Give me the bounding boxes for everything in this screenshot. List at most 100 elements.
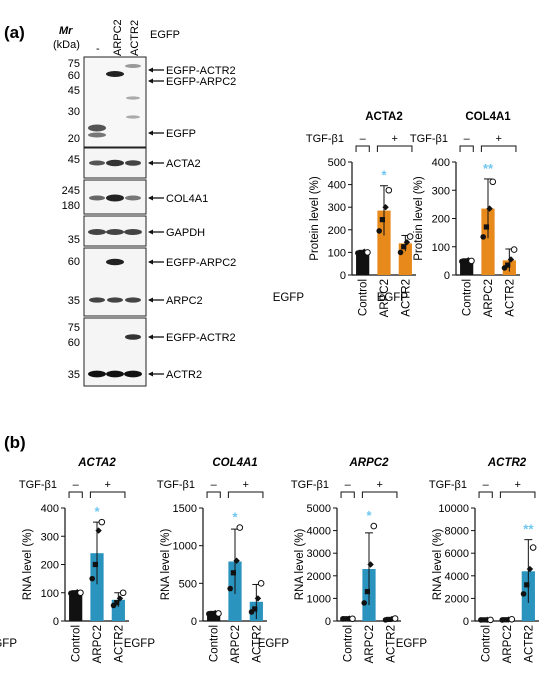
data-point — [487, 616, 494, 624]
band-label: COL4A1 — [166, 193, 208, 205]
y-tick-label: 0 — [53, 616, 59, 628]
mw-markers: 75 60 45 30 20 45 245 180 35 60 35 75 60… — [62, 58, 80, 381]
blot-band — [125, 334, 141, 340]
data-point — [406, 233, 414, 240]
data-point — [385, 186, 393, 194]
treatment-minus: – — [483, 479, 490, 491]
blot-band — [106, 229, 124, 235]
lane-label-actr2: ACTR2 — [129, 20, 141, 56]
band-arrow-head — [148, 229, 153, 235]
data-point — [114, 600, 120, 606]
egfp-label: EGFP — [258, 638, 290, 650]
y-tick-label: 300 — [41, 531, 59, 543]
chart-4: ARPC2 TGF-β1 – +0 1000 2000 3000 4000 5000 RNA le… — [258, 457, 401, 663]
blot-band — [125, 160, 141, 166]
treatment-label: TGF-β1 — [291, 479, 329, 491]
category-label: Control — [481, 625, 493, 662]
y-tick-label: 6000 — [445, 548, 469, 560]
mw-marker: 245 — [62, 185, 80, 197]
western-blot — [83, 56, 147, 387]
data-point — [382, 204, 389, 211]
band-arrow-head — [148, 160, 153, 166]
treatment-plus: + — [514, 479, 520, 491]
egfp-label: EGFP — [396, 638, 428, 650]
mw-marker: 60 — [68, 70, 80, 82]
category-label: ACTR2 — [400, 279, 412, 317]
blot-band — [126, 115, 140, 119]
mw-marker: 60 — [68, 337, 80, 349]
treatment-bracket — [89, 491, 126, 498]
category-label: ACTR2 — [251, 625, 263, 663]
y-tick-label: 200 — [328, 225, 346, 237]
data-point — [349, 615, 356, 623]
y-tick-label: 100 — [328, 247, 346, 259]
treatment-bracket — [459, 145, 474, 152]
treatment-plus: + — [104, 479, 110, 491]
data-point — [367, 561, 374, 568]
treatment-plus: + — [391, 133, 397, 145]
y-tick-label: 500 — [179, 578, 197, 590]
band-arrow-head — [148, 259, 153, 265]
kda-label: (kDa) — [53, 39, 80, 51]
treatment-bracket — [340, 491, 355, 498]
bar — [90, 553, 104, 621]
y-tick-label: 200 — [41, 560, 59, 572]
category-label: Control — [462, 279, 474, 316]
data-point — [116, 595, 124, 602]
y-tick-label: 300 — [432, 185, 450, 197]
category-label: Control — [71, 625, 83, 662]
band-arrow-head — [148, 334, 153, 340]
significance-marker: * — [94, 504, 100, 519]
treatment-bracket — [376, 145, 413, 152]
chart-0: ACTA2 TGF-β1 – +0 100 200 300 400 500 Protein lev… — [273, 111, 416, 317]
data-point — [215, 610, 222, 617]
mw-marker: 35 — [68, 369, 80, 381]
band-label: ARPC2 — [166, 295, 203, 307]
treatment-plus: + — [242, 479, 248, 491]
data-point — [529, 544, 537, 551]
y-tick-label: 100 — [432, 242, 450, 254]
data-point — [358, 249, 364, 255]
blot-band — [88, 132, 106, 138]
mw-marker: 180 — [62, 200, 80, 212]
treatment-bracket — [355, 145, 370, 152]
category-label: ARPC2 — [364, 625, 376, 663]
significance-marker: * — [232, 510, 238, 525]
mw-marker: 60 — [68, 256, 80, 268]
band-arrow-head — [148, 130, 153, 136]
blot-band — [89, 297, 105, 303]
data-point — [508, 616, 516, 623]
category-label: ARPC2 — [379, 279, 391, 317]
y-axis-label: RNA level (%) — [432, 529, 444, 601]
blot-band — [106, 159, 124, 167]
blot-strip — [83, 247, 147, 317]
data-point — [252, 606, 258, 612]
chart-title: ACTA2 — [365, 111, 402, 123]
category-label: ACTR2 — [504, 279, 516, 317]
data-point — [71, 590, 77, 596]
data-point — [507, 256, 515, 263]
data-point — [77, 589, 84, 597]
data-point — [462, 258, 468, 264]
data-point — [230, 570, 236, 576]
blot-band — [107, 297, 123, 303]
treatment-label: TGF-β1 — [19, 479, 57, 491]
category-label: Control — [209, 625, 221, 662]
data-point — [364, 589, 370, 595]
data-point — [227, 585, 233, 592]
chart-title: COL4A1 — [212, 457, 257, 469]
blot-band — [106, 194, 124, 202]
y-tick-label: 0 — [191, 616, 197, 628]
y-tick-label: 400 — [328, 180, 346, 192]
data-point — [526, 565, 534, 573]
band-label: EGFP-ARPC2 — [166, 76, 236, 88]
chart-title: COL4A1 — [465, 111, 511, 123]
y-axis-label: Protein level (%) — [309, 176, 321, 261]
y-tick-label: 10000 — [438, 503, 469, 515]
data-point — [468, 257, 475, 265]
chart-1: COL4A1 TGF-β1 – +0 100 200 300 400 Protein level… — [377, 111, 520, 317]
data-point — [364, 249, 371, 256]
blot-band — [88, 229, 106, 235]
bar — [69, 592, 83, 621]
